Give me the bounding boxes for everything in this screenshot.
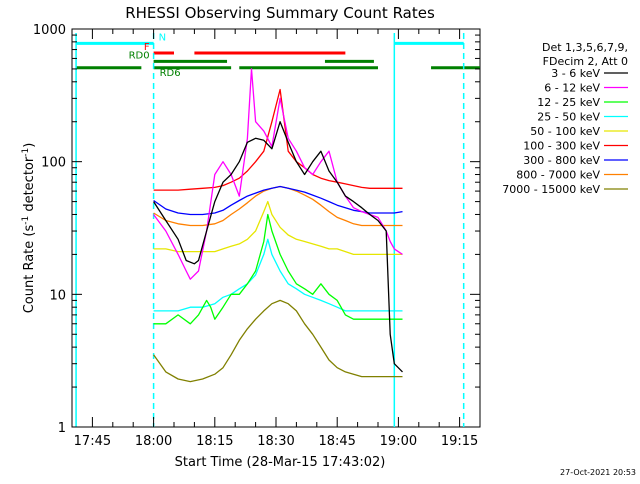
y-tick-label: 100 xyxy=(41,156,66,171)
series-line xyxy=(153,299,403,383)
flag-label: F xyxy=(144,42,150,53)
y-axis-title: Count Rate (s-1 detector-1) xyxy=(21,143,37,314)
x-tick-label: 18:45 xyxy=(318,434,355,449)
legend-header: FDecim 2, Att 0 xyxy=(543,55,628,68)
legend-entry-label: 3 - 6 keV xyxy=(551,67,600,80)
legend-header: Det 1,3,5,6,7,9, xyxy=(542,41,628,54)
legend-entry-label: 6 - 12 keV xyxy=(544,82,600,95)
flag-label: RD0 xyxy=(129,50,150,61)
timestamp: 27-Oct-2021 20:53 xyxy=(560,468,636,477)
flag-label: RD6 xyxy=(160,68,181,79)
legend-entry-label: 12 - 25 keV xyxy=(537,96,600,109)
series-line xyxy=(153,121,403,373)
legend-entry-label: 800 - 7000 keV xyxy=(516,169,600,182)
x-tick-label: 19:00 xyxy=(380,434,417,449)
y-tick-label: 1 xyxy=(58,421,66,436)
flag-label: N xyxy=(159,32,166,43)
x-tick-label: 18:30 xyxy=(257,434,294,449)
series-line xyxy=(153,88,403,191)
y-tick-label: 1000 xyxy=(33,23,66,38)
x-tick-label: 18:15 xyxy=(196,434,233,449)
data-series xyxy=(153,68,403,383)
legend-entry-label: 25 - 50 keV xyxy=(537,111,600,124)
series-line xyxy=(153,200,403,256)
x-tick-label: 19:15 xyxy=(441,434,478,449)
series-line xyxy=(153,68,403,280)
legend-entry-label: 7000 - 15000 keV xyxy=(502,183,600,196)
x-tick-label: 17:45 xyxy=(74,434,111,449)
x-axis-title: Start Time (28-Mar-15 17:43:02) xyxy=(175,455,386,470)
legend-entry-label: 100 - 300 keV xyxy=(523,140,600,153)
chart-title: RHESSI Observing Summary Count Rates xyxy=(125,4,435,22)
legend-entry-label: 300 - 800 keV xyxy=(523,154,600,167)
x-tick-label: 18:00 xyxy=(135,434,172,449)
series-line xyxy=(153,238,403,312)
y-tick-label: 10 xyxy=(49,288,66,303)
series-line xyxy=(153,213,403,325)
legend: Det 1,3,5,6,7,9,FDecim 2, Att 03 - 6 keV… xyxy=(502,41,628,196)
legend-entry-label: 50 - 100 keV xyxy=(530,125,600,138)
axes: 1 10 100 1000 17:45 18:00 18:15 18:30 18:45 19:00… xyxy=(33,23,481,449)
